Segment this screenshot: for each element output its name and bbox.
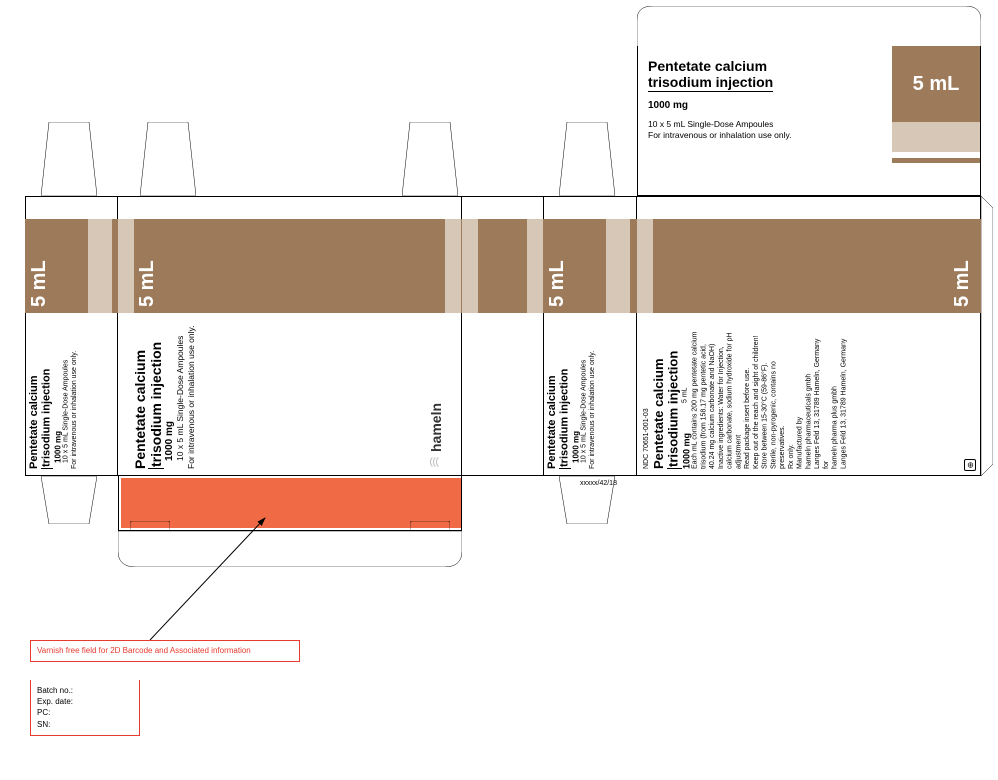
arrow-icon	[130, 500, 310, 650]
back-inactive-2: calcium carbonate, sodium hydroxide for …	[727, 319, 736, 469]
carton-dieline-canvas: Pentetate calcium trisodium injection 10…	[0, 0, 998, 780]
top-tab-2	[140, 122, 196, 196]
back-mfg-addr: Langes Feld 13, 31789 Hameln, Germany	[814, 319, 823, 469]
back-read: Read package insert before use.	[744, 319, 753, 469]
front-title-l2: trisodium injection	[148, 321, 164, 469]
brand-hameln: hameln	[428, 403, 444, 452]
side3-route: For intravenous or inhalation use only.	[589, 321, 598, 469]
back-comp-1: Each mL contains 200 mg pentetate calciu…	[692, 319, 701, 469]
right-glue-flap	[981, 196, 993, 476]
side3-dose: 1000 mg	[571, 321, 580, 463]
side3-title-l2: trisodium injection	[559, 321, 572, 469]
side1-light	[88, 219, 112, 313]
side2-light-r	[527, 219, 543, 313]
front-panel: 5 mL Pentetate calcium trisodium injecti…	[118, 196, 462, 476]
recycle-symbol-icon: ⊕	[964, 459, 976, 471]
top-tab-1	[41, 122, 97, 196]
back-rx: Rx only.	[788, 319, 797, 469]
back-for-name: hameln pharma plus gmbh	[832, 319, 841, 469]
back-title-l1: Pentetate calcium	[652, 319, 667, 469]
back-volume: 5 mL	[951, 260, 973, 307]
back-mfg-name: hameln pharmaceuticals gmbh	[805, 319, 814, 469]
side-panel-2	[462, 196, 544, 476]
back-inactive-1: Inactive ingredients: Water for Injectio…	[718, 319, 727, 469]
front-volume: 5 mL	[136, 260, 158, 307]
back-mfg-by: Manufactured by	[797, 319, 806, 469]
side-panel-1: 5 mL Pentetate calcium trisodium injecti…	[25, 196, 118, 476]
batch-info-box: Batch no.: Exp. date: PC: SN:	[30, 680, 140, 736]
top-flap-panel: Pentetate calcium trisodium injection 10…	[637, 46, 981, 196]
top-volume: 5 mL	[913, 73, 960, 96]
top-brown-band: 5 mL	[892, 46, 980, 122]
front-dose: 1000 mg	[164, 321, 175, 461]
side3-light	[606, 219, 630, 313]
side1-title-l2: trisodium injection	[41, 321, 54, 469]
back-panel: 5 mL NDC 70651-001-03 Pentetate calcium …	[637, 196, 981, 476]
top-brown-light	[892, 122, 980, 152]
back-title-l2: trisodium injection	[667, 319, 682, 469]
lock-tab-r	[410, 521, 450, 531]
top-tuck-flap	[637, 6, 981, 46]
back-sterile: Sterile, non-pyrogenic, contains no pres…	[770, 319, 788, 469]
front-pack: 10 x 5 mL Single-Dose Ampoules	[175, 321, 186, 461]
back-for-by: for	[823, 319, 832, 469]
front-light-l	[118, 219, 134, 313]
hameln-arcs-icon	[428, 455, 444, 469]
side1-dose: 1000 mg	[53, 321, 62, 463]
back-light-l	[637, 219, 653, 313]
side-panel-3: 5 mL Pentetate calcium trisodium injecti…	[544, 196, 637, 476]
sn-label: SN:	[37, 719, 133, 730]
back-vol-plain: 5 mL	[682, 387, 692, 403]
top-title-l2: trisodium injection	[648, 74, 773, 92]
side1-route: For intravenous or inhalation use only.	[71, 321, 80, 469]
pc-label: PC:	[37, 707, 133, 718]
back-inactive-3: adjustment	[735, 319, 744, 469]
lot-code: xxxxx/42/18	[580, 480, 617, 487]
side3-title-l1: Pentetate calcium	[546, 321, 559, 469]
top-tab-4	[559, 122, 615, 196]
back-dose: 1000 mg	[682, 433, 692, 469]
front-title-l1: Pentetate calcium	[132, 321, 148, 469]
side2-light-l	[462, 219, 478, 313]
exp-label: Exp. date:	[37, 696, 133, 707]
front-route: For intravenous or inhalation use only.	[186, 321, 197, 469]
side3-volume: 5 mL	[546, 260, 568, 307]
varnish-note-text: Varnish free field for 2D Barcode and As…	[37, 646, 293, 656]
varnish-note-box: Varnish free field for 2D Barcode and As…	[30, 640, 300, 662]
back-keep-1: Keep out of the reach and sight of child…	[753, 319, 762, 469]
front-light-r	[445, 219, 461, 313]
back-for-addr: Langes Feld 13, 31789 Hameln, Germany	[840, 319, 849, 469]
bottom-tab-1	[41, 476, 97, 524]
top-tab-3	[402, 122, 458, 196]
side1-pack: 10 x 5 mL Single-Dose Ampoules	[62, 321, 71, 463]
batch-label: Batch no.:	[37, 685, 133, 696]
back-keep-2: Store between 15-30°C (59-86°F).	[762, 319, 771, 469]
side3-pack: 10 x 5 mL Single-Dose Ampoules	[580, 321, 589, 463]
back-comp-3: 40.24 mg calcium carbonate and NaOH)	[709, 319, 718, 469]
side1-volume: 5 mL	[28, 260, 50, 307]
side1-title-l1: Pentetate calcium	[28, 321, 41, 469]
top-brown-line	[892, 158, 980, 163]
back-comp-2: trisodium (from 158.17 mg pentetic acid,	[700, 319, 709, 469]
